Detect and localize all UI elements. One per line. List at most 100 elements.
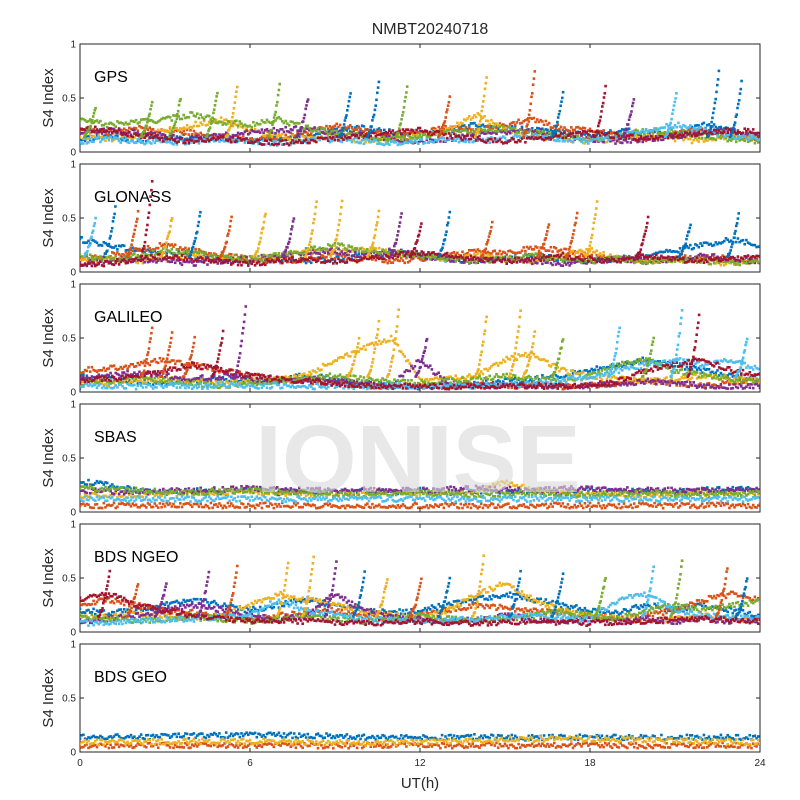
data-point — [384, 142, 388, 145]
data-point — [230, 135, 233, 139]
data-point — [306, 141, 310, 145]
data-point — [396, 250, 400, 254]
data-point — [267, 257, 270, 260]
data-point — [513, 126, 517, 130]
data-point — [755, 136, 758, 139]
data-point — [190, 139, 194, 142]
data-point — [709, 125, 712, 128]
data-point — [369, 140, 372, 144]
data-point — [258, 137, 262, 140]
data-point — [162, 140, 165, 143]
data-point — [485, 76, 488, 79]
data-point — [176, 113, 179, 116]
data-point — [479, 252, 483, 256]
data-point — [585, 262, 588, 265]
data-point — [333, 242, 337, 245]
data-point — [462, 134, 466, 138]
data-point — [519, 134, 522, 137]
data-point — [491, 140, 495, 143]
data-point — [276, 93, 280, 97]
data-point — [282, 143, 286, 146]
data-point — [655, 135, 658, 138]
data-point — [354, 136, 357, 140]
data-point — [262, 255, 265, 258]
data-point — [326, 130, 330, 134]
data-point — [347, 138, 350, 141]
data-point — [277, 142, 281, 146]
data-point — [673, 139, 677, 143]
data-point — [196, 134, 199, 138]
data-point — [87, 257, 90, 260]
data-point — [100, 127, 104, 131]
data-point — [192, 141, 196, 144]
data-point — [481, 137, 485, 141]
data-point — [306, 124, 310, 128]
data-point — [343, 135, 347, 138]
data-point — [230, 140, 233, 144]
data-point — [553, 124, 556, 128]
data-point — [233, 119, 236, 123]
data-point — [712, 256, 716, 259]
data-point — [446, 104, 450, 107]
data-point — [347, 99, 351, 103]
data-point — [270, 129, 273, 132]
data-point — [352, 137, 355, 141]
data-point — [360, 252, 364, 255]
data-point — [221, 133, 225, 137]
data-point — [291, 251, 294, 255]
data-point — [575, 126, 578, 129]
data-point — [411, 133, 415, 136]
data-point — [481, 116, 485, 119]
data-point — [590, 135, 593, 138]
data-point — [758, 261, 760, 265]
data-point — [332, 138, 335, 142]
data-point — [449, 260, 452, 263]
data-point — [711, 253, 714, 257]
data-point — [306, 132, 310, 135]
data-point — [490, 132, 493, 135]
data-point — [471, 128, 474, 132]
data-point — [408, 135, 412, 138]
data-point — [758, 136, 760, 139]
data-point — [357, 136, 361, 140]
data-point — [100, 135, 104, 139]
data-point — [388, 139, 391, 142]
data-point — [707, 123, 711, 126]
data-point — [286, 130, 289, 133]
data-point — [597, 136, 600, 139]
data-point — [404, 95, 407, 99]
data-point — [666, 124, 670, 128]
data-point — [746, 261, 750, 264]
data-point — [194, 134, 197, 138]
data-point — [660, 126, 663, 129]
data-point — [507, 255, 510, 259]
data-point — [422, 130, 425, 134]
data-point — [394, 137, 398, 140]
data-point — [172, 251, 175, 255]
data-point — [682, 129, 685, 133]
data-point — [743, 136, 746, 140]
data-point — [121, 129, 124, 132]
data-point — [342, 244, 345, 247]
data-point — [406, 139, 410, 142]
data-point — [486, 124, 490, 128]
data-point — [668, 123, 672, 127]
data-point — [486, 257, 490, 260]
data-point — [712, 137, 716, 141]
data-point — [534, 136, 537, 139]
data-point — [682, 245, 685, 248]
data-point — [309, 138, 313, 142]
data-point — [542, 132, 546, 135]
data-point — [558, 134, 561, 138]
data-point — [207, 139, 211, 143]
data-point — [155, 135, 158, 139]
data-point — [230, 138, 233, 141]
data-point — [240, 122, 243, 125]
data-point — [675, 130, 678, 134]
data-point — [170, 252, 174, 255]
data-point — [372, 140, 376, 143]
data-point — [622, 128, 626, 132]
data-point — [153, 131, 157, 135]
data-point — [136, 134, 140, 137]
data-point — [174, 120, 177, 123]
